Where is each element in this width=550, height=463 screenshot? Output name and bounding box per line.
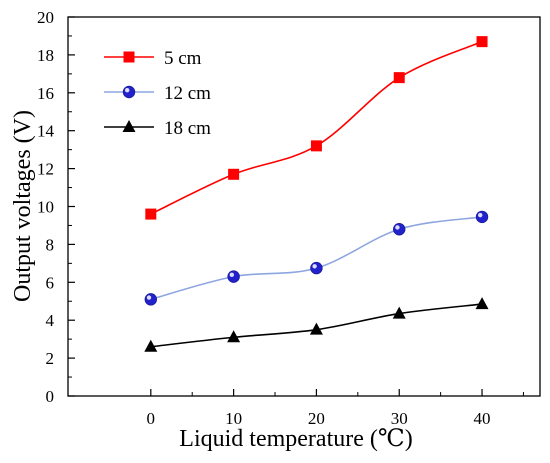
legend-marker [122,120,136,132]
y-tick-label: 8 [46,235,55,254]
series-line [150,216,483,301]
data-point [227,270,240,283]
y-tick-label: 16 [37,84,54,103]
plot-frame [67,16,541,397]
data-point [227,330,241,343]
x-tick-label: 0 [147,409,156,428]
y-tick-label: 18 [37,46,54,65]
data-point [144,293,158,306]
series-12-cm [144,210,489,306]
y-tick-label: 0 [46,387,55,406]
x-tick-label: 30 [391,409,408,428]
series-18-cm [144,297,489,352]
data-point [310,261,323,275]
data-point [392,306,406,319]
legend-label: 18 cm [164,118,211,139]
y-tick-label: 20 [37,8,54,27]
data-point [228,168,240,180]
y-tick-label: 6 [46,273,55,292]
x-tick-label: 40 [474,409,491,428]
y-tick-label: 14 [37,122,55,141]
x-tick-label: 10 [225,409,242,428]
legend-marker [122,85,136,99]
x-axis-label: Liquid temperature (℃) [179,426,412,452]
plot-border [67,16,541,397]
legend-item: 18 cm [104,118,211,139]
data-point [145,208,157,220]
data-point [475,210,489,224]
y-tick-label: 10 [37,198,54,217]
data-point [144,339,158,352]
y-axis-ticks: 0 2 4 6 8 10 12 14 16 18 20 [37,8,75,406]
x-axis-ticks: 0 10 20 30 40 [147,389,524,428]
data-point [393,72,405,84]
series-layer [144,36,489,352]
legend-marker [123,51,135,63]
legend-label: 12 cm [164,83,211,104]
data-point [476,36,488,48]
x-tick-label: 20 [308,409,325,428]
data-point [310,140,322,152]
y-tick-label: 4 [46,311,55,330]
legend-item: 12 cm [104,83,211,104]
y-axis-label: Output voltages (V) [10,110,36,302]
series-5-cm [145,36,488,220]
data-point [475,297,489,310]
legend-label: 5 cm [164,48,202,69]
data-point [393,223,406,236]
legend-item: 5 cm [104,48,202,69]
y-tick-label: 2 [46,349,55,368]
legend: 5 cm 12 cm 18 cm [104,48,211,139]
data-point [309,322,323,335]
y-tick-label: 12 [37,160,54,179]
